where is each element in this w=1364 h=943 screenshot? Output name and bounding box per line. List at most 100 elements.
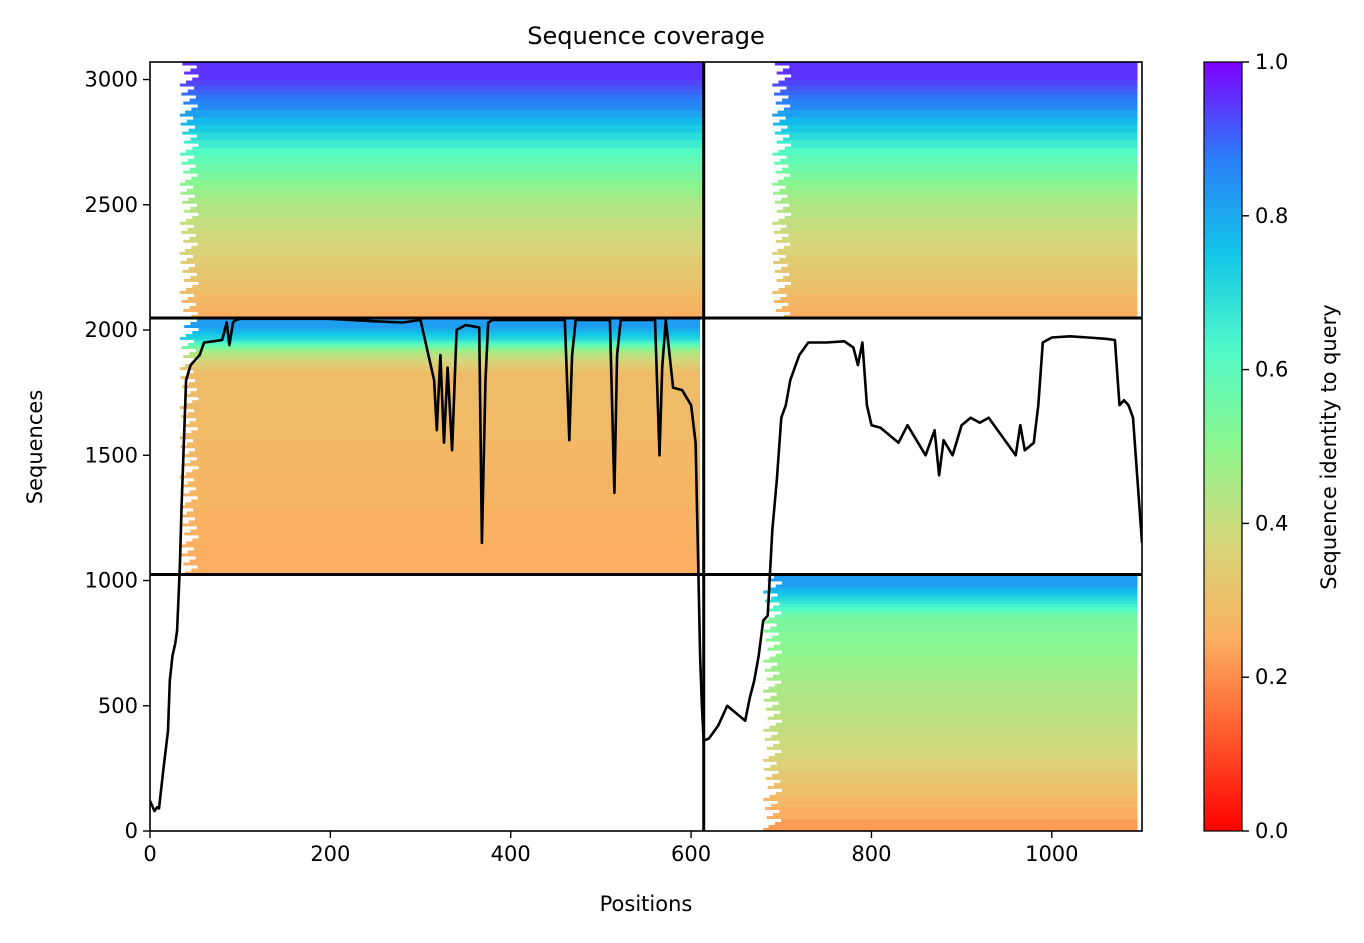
colorbar-tick-label: 0.8 bbox=[1255, 204, 1288, 228]
edge-gap bbox=[762, 602, 780, 606]
edge-gap bbox=[178, 233, 196, 237]
edge-gap bbox=[771, 212, 792, 216]
edge-gap bbox=[178, 134, 197, 138]
edge-gap bbox=[762, 608, 767, 612]
edge-gap bbox=[178, 370, 194, 374]
edge-gap bbox=[762, 803, 772, 807]
colorbar-tick-label: 0.6 bbox=[1255, 358, 1288, 382]
identity-band bbox=[772, 67, 1138, 72]
identity-band bbox=[763, 758, 1138, 771]
identity-band bbox=[763, 794, 1138, 808]
identity-band bbox=[763, 593, 1138, 597]
edge-gap bbox=[178, 230, 182, 234]
edge-gap bbox=[771, 194, 788, 198]
identity-band bbox=[179, 99, 704, 106]
identity-band bbox=[763, 581, 1138, 585]
edge-gap bbox=[178, 65, 197, 69]
edge-gap bbox=[178, 352, 190, 356]
identity-band bbox=[179, 79, 704, 86]
edge-gap bbox=[178, 445, 181, 449]
edge-gap bbox=[178, 376, 181, 380]
edge-gap bbox=[771, 92, 774, 96]
edge-gap bbox=[771, 272, 790, 276]
y-axis-ticks: 0 500 1000 1500 2000 2500 3000 bbox=[85, 68, 150, 843]
edge-gap bbox=[178, 236, 190, 240]
edge-gap bbox=[178, 403, 186, 407]
identity-band bbox=[763, 615, 1138, 619]
edge-gap bbox=[771, 146, 785, 150]
edge-gap bbox=[178, 484, 182, 488]
identity-band bbox=[763, 588, 1138, 592]
identity-band bbox=[179, 322, 701, 325]
edge-gap bbox=[762, 788, 783, 792]
identity-band bbox=[179, 254, 704, 268]
edge-gap bbox=[762, 737, 765, 741]
edge-gap bbox=[762, 728, 764, 732]
edge-gap bbox=[178, 149, 186, 153]
identity-band bbox=[772, 229, 1138, 243]
edge-gap bbox=[762, 806, 765, 810]
colorbar-label: Sequence identity to query bbox=[1317, 304, 1341, 589]
edge-gap bbox=[178, 71, 185, 75]
edge-gap bbox=[771, 83, 773, 87]
block-ragged-edge bbox=[178, 62, 199, 318]
identity-band bbox=[179, 311, 704, 319]
edge-gap bbox=[762, 755, 769, 759]
edge-gap bbox=[771, 101, 776, 105]
y-tick-label: 1000 bbox=[85, 569, 138, 593]
edge-gap bbox=[762, 704, 773, 708]
identity-band bbox=[179, 117, 704, 126]
edge-gap bbox=[178, 496, 198, 500]
edge-gap bbox=[771, 311, 791, 315]
identity-band bbox=[772, 171, 1138, 181]
y-tick-label: 1500 bbox=[85, 443, 138, 467]
edge-gap bbox=[178, 80, 186, 84]
edge-gap bbox=[178, 281, 199, 285]
edge-gap bbox=[178, 203, 197, 207]
identity-band bbox=[763, 818, 1138, 831]
edge-gap bbox=[178, 257, 187, 261]
edge-gap bbox=[178, 290, 180, 294]
edge-gap bbox=[178, 427, 198, 431]
edge-gap bbox=[762, 710, 781, 714]
identity-band bbox=[179, 124, 704, 133]
edge-gap bbox=[771, 107, 784, 111]
edge-gap bbox=[178, 302, 196, 306]
edge-gap bbox=[762, 764, 771, 768]
edge-gap bbox=[178, 460, 191, 464]
edge-gap bbox=[178, 571, 186, 575]
identity-band bbox=[179, 154, 704, 164]
identity-band bbox=[179, 507, 701, 542]
edge-gap bbox=[178, 239, 184, 243]
edge-gap bbox=[762, 653, 776, 657]
edge-gap bbox=[178, 101, 184, 105]
edge-gap bbox=[178, 433, 186, 437]
edge-gap bbox=[178, 526, 197, 530]
edge-gap bbox=[178, 463, 185, 467]
edge-gap bbox=[178, 454, 183, 458]
edge-gap bbox=[771, 89, 781, 93]
identity-band bbox=[179, 348, 701, 351]
coverage-blocks bbox=[178, 62, 1138, 831]
identity-band bbox=[179, 335, 701, 339]
edge-gap bbox=[178, 224, 195, 228]
edge-gap bbox=[178, 517, 195, 521]
edge-gap bbox=[771, 191, 774, 195]
identity-band bbox=[763, 590, 1138, 594]
edge-gap bbox=[178, 529, 191, 533]
colorbar-tick-label: 0.0 bbox=[1255, 819, 1288, 843]
edge-gap bbox=[178, 176, 192, 180]
edge-gap bbox=[771, 80, 779, 84]
edge-gap bbox=[178, 349, 196, 353]
edge-gap bbox=[762, 680, 782, 684]
edge-gap bbox=[762, 701, 779, 705]
edge-gap bbox=[178, 170, 184, 174]
edge-gap bbox=[771, 218, 779, 222]
edge-gap bbox=[178, 77, 193, 81]
identity-band bbox=[763, 583, 1138, 587]
edge-gap bbox=[178, 466, 199, 470]
edge-gap bbox=[178, 128, 189, 132]
edge-gap bbox=[178, 340, 195, 344]
edge-gap bbox=[762, 668, 765, 672]
identity-band bbox=[763, 585, 1138, 589]
